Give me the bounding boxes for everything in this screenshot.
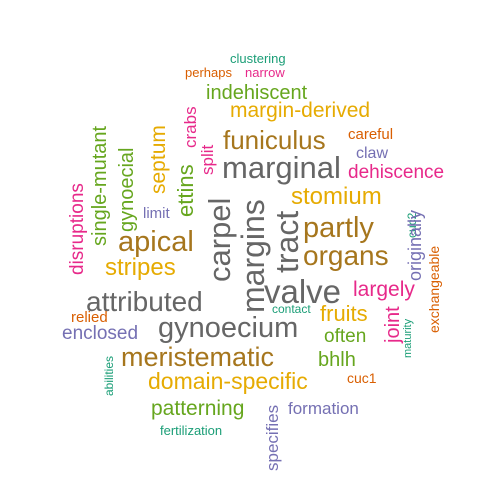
word-bhlh: bhlh bbox=[318, 349, 356, 371]
word-formation: formation bbox=[288, 399, 359, 418]
word-tract: tract bbox=[269, 210, 305, 273]
word-cuc1: cuc1 bbox=[347, 370, 377, 386]
word-stomium: stomium bbox=[291, 183, 382, 210]
word-careful: careful bbox=[348, 126, 394, 143]
word-disruptions: disruptions bbox=[67, 183, 88, 275]
word-marginal: marginal bbox=[222, 150, 341, 185]
word-valve: valve bbox=[264, 273, 342, 310]
word-often: often bbox=[324, 326, 367, 347]
word-gynoecium: gynoecium bbox=[158, 312, 299, 344]
word-specifies: specifies bbox=[263, 404, 282, 471]
word-maturity: maturity bbox=[402, 318, 414, 358]
word-carpel: carpel bbox=[202, 197, 237, 282]
word-indehiscent: indehiscent bbox=[206, 82, 308, 104]
word-limit: limit bbox=[143, 205, 170, 222]
word-fertilization: fertilization bbox=[160, 423, 223, 438]
word-patterning: patterning bbox=[151, 397, 245, 420]
word-clustering: clustering bbox=[230, 51, 286, 66]
word-enclosed: enclosed bbox=[62, 323, 139, 344]
word-funiculus: funiculus bbox=[223, 125, 326, 155]
word-ettins: ettins bbox=[173, 164, 198, 217]
word-organs: organs bbox=[303, 240, 389, 271]
word-dehiscence: dehiscence bbox=[348, 162, 445, 183]
word-relied: relied bbox=[71, 309, 108, 326]
word-contact: contact bbox=[272, 302, 311, 316]
word-narrow: narrow bbox=[245, 65, 285, 80]
word-partly: partly bbox=[303, 212, 374, 244]
word-largely: largely bbox=[353, 278, 415, 301]
word-fruits: fruits bbox=[320, 301, 368, 326]
word-crabs: crabs bbox=[181, 106, 200, 148]
word-perhaps: perhaps bbox=[185, 65, 232, 80]
word-gynoecial: gynoecial bbox=[116, 147, 138, 232]
word-abilities: abilities bbox=[102, 355, 116, 396]
word-split: split bbox=[198, 144, 217, 175]
word-joint: joint bbox=[382, 306, 404, 343]
word-exchangeable: exchangeable bbox=[426, 245, 442, 333]
word-apical: apical bbox=[118, 226, 194, 258]
word-domain-specific: domain-specific bbox=[148, 368, 308, 394]
word-claw: claw bbox=[356, 145, 389, 162]
word-septum: septum bbox=[147, 125, 170, 194]
word-single-mutant: single-mutant bbox=[89, 125, 111, 246]
word-attributed: attributed bbox=[86, 286, 203, 317]
word-margin-derived: margin-derived bbox=[230, 99, 371, 122]
word-meristematic: meristematic bbox=[121, 342, 275, 372]
word-originally: originally bbox=[405, 209, 425, 281]
word-stripes: stripes bbox=[105, 254, 176, 281]
